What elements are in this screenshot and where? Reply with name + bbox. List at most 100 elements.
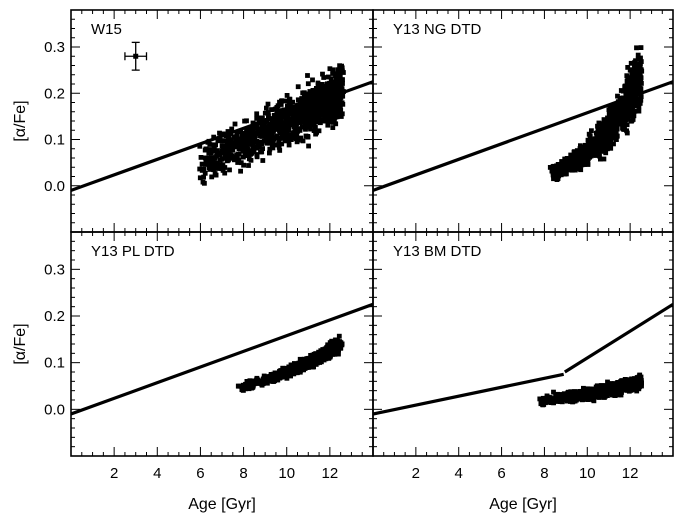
data-point (286, 142, 292, 148)
x-tick-label: 2 (110, 465, 118, 482)
data-point (248, 142, 253, 147)
data-point (254, 152, 260, 157)
data-point (551, 176, 556, 182)
data-point (326, 119, 332, 124)
data-point (609, 122, 615, 127)
data-point (295, 370, 300, 376)
data-point (277, 136, 282, 141)
data-point (313, 356, 319, 362)
data-point (263, 126, 268, 131)
data-point (586, 153, 592, 159)
data-point (637, 381, 643, 387)
data-point (614, 103, 620, 108)
data-point (210, 155, 215, 161)
data-point (273, 372, 278, 378)
data-point (318, 95, 324, 100)
data-point (617, 114, 622, 120)
data-point (340, 68, 345, 74)
data-point (604, 131, 610, 137)
data-point (282, 366, 288, 372)
data-point (292, 361, 297, 366)
data-point (265, 110, 271, 115)
data-point (287, 96, 293, 102)
data-point (291, 112, 297, 118)
data-point (340, 77, 345, 83)
data-point (303, 100, 309, 106)
data-point (206, 150, 212, 156)
data-point (254, 139, 260, 145)
data-point (579, 147, 584, 153)
data-point (211, 160, 217, 165)
data-point (283, 98, 289, 104)
data-point (629, 378, 634, 384)
data-point (608, 112, 613, 117)
data-point (202, 170, 208, 176)
data-point (629, 70, 635, 76)
data-point (638, 374, 644, 380)
data-point (558, 172, 564, 178)
data-point (318, 353, 324, 359)
data-point (256, 143, 261, 149)
data-point (302, 358, 308, 364)
data-point (326, 108, 332, 114)
data-point (202, 162, 208, 167)
data-point (320, 71, 325, 77)
data-point (219, 150, 224, 156)
data-point (307, 362, 312, 368)
data-point (258, 115, 264, 121)
y-tick-label: 0.1 (44, 355, 65, 372)
y-tick-label: 0.0 (44, 178, 65, 195)
data-point (290, 99, 295, 105)
x-tick-label: 10 (278, 465, 295, 482)
data-point (609, 104, 615, 109)
data-point (279, 141, 285, 147)
data-point (606, 387, 612, 393)
data-point (251, 139, 256, 145)
data-point (338, 114, 344, 119)
data-point (267, 137, 272, 142)
data-point (242, 138, 248, 144)
data-point (335, 67, 341, 73)
data-point (338, 84, 343, 89)
data-point (312, 92, 318, 97)
data-point (250, 380, 256, 385)
data-point (222, 170, 228, 176)
x-tick-label: 4 (153, 465, 161, 482)
data-point (211, 142, 217, 148)
data-point (281, 136, 286, 141)
data-point (245, 153, 250, 158)
data-point (299, 99, 305, 105)
data-point (294, 116, 300, 121)
data-point (325, 74, 331, 80)
data-point (572, 149, 577, 154)
data-point (548, 397, 553, 403)
data-point (605, 146, 610, 152)
data-point (581, 385, 586, 391)
error-bar (124, 41, 148, 71)
data-point (625, 99, 630, 105)
data-point (286, 364, 292, 370)
data-point (292, 369, 297, 375)
data-point (256, 118, 262, 123)
data-point (573, 153, 579, 159)
data-point (269, 376, 275, 382)
data-point (328, 118, 334, 124)
data-point (214, 153, 219, 159)
x-tick-label: 2 (412, 465, 420, 482)
data-point (565, 390, 571, 396)
data-point (311, 128, 317, 133)
data-point (297, 356, 303, 362)
data-point (327, 344, 333, 349)
data-point (253, 125, 259, 131)
data-point (562, 166, 568, 171)
data-point (338, 105, 343, 111)
data-point (625, 377, 630, 383)
data-point (604, 128, 610, 134)
data-point (273, 117, 279, 122)
data-point (337, 63, 342, 69)
data-point (225, 129, 231, 134)
data-point (579, 162, 584, 167)
data-point (313, 119, 319, 125)
data-point (586, 147, 592, 153)
data-point (624, 383, 630, 388)
